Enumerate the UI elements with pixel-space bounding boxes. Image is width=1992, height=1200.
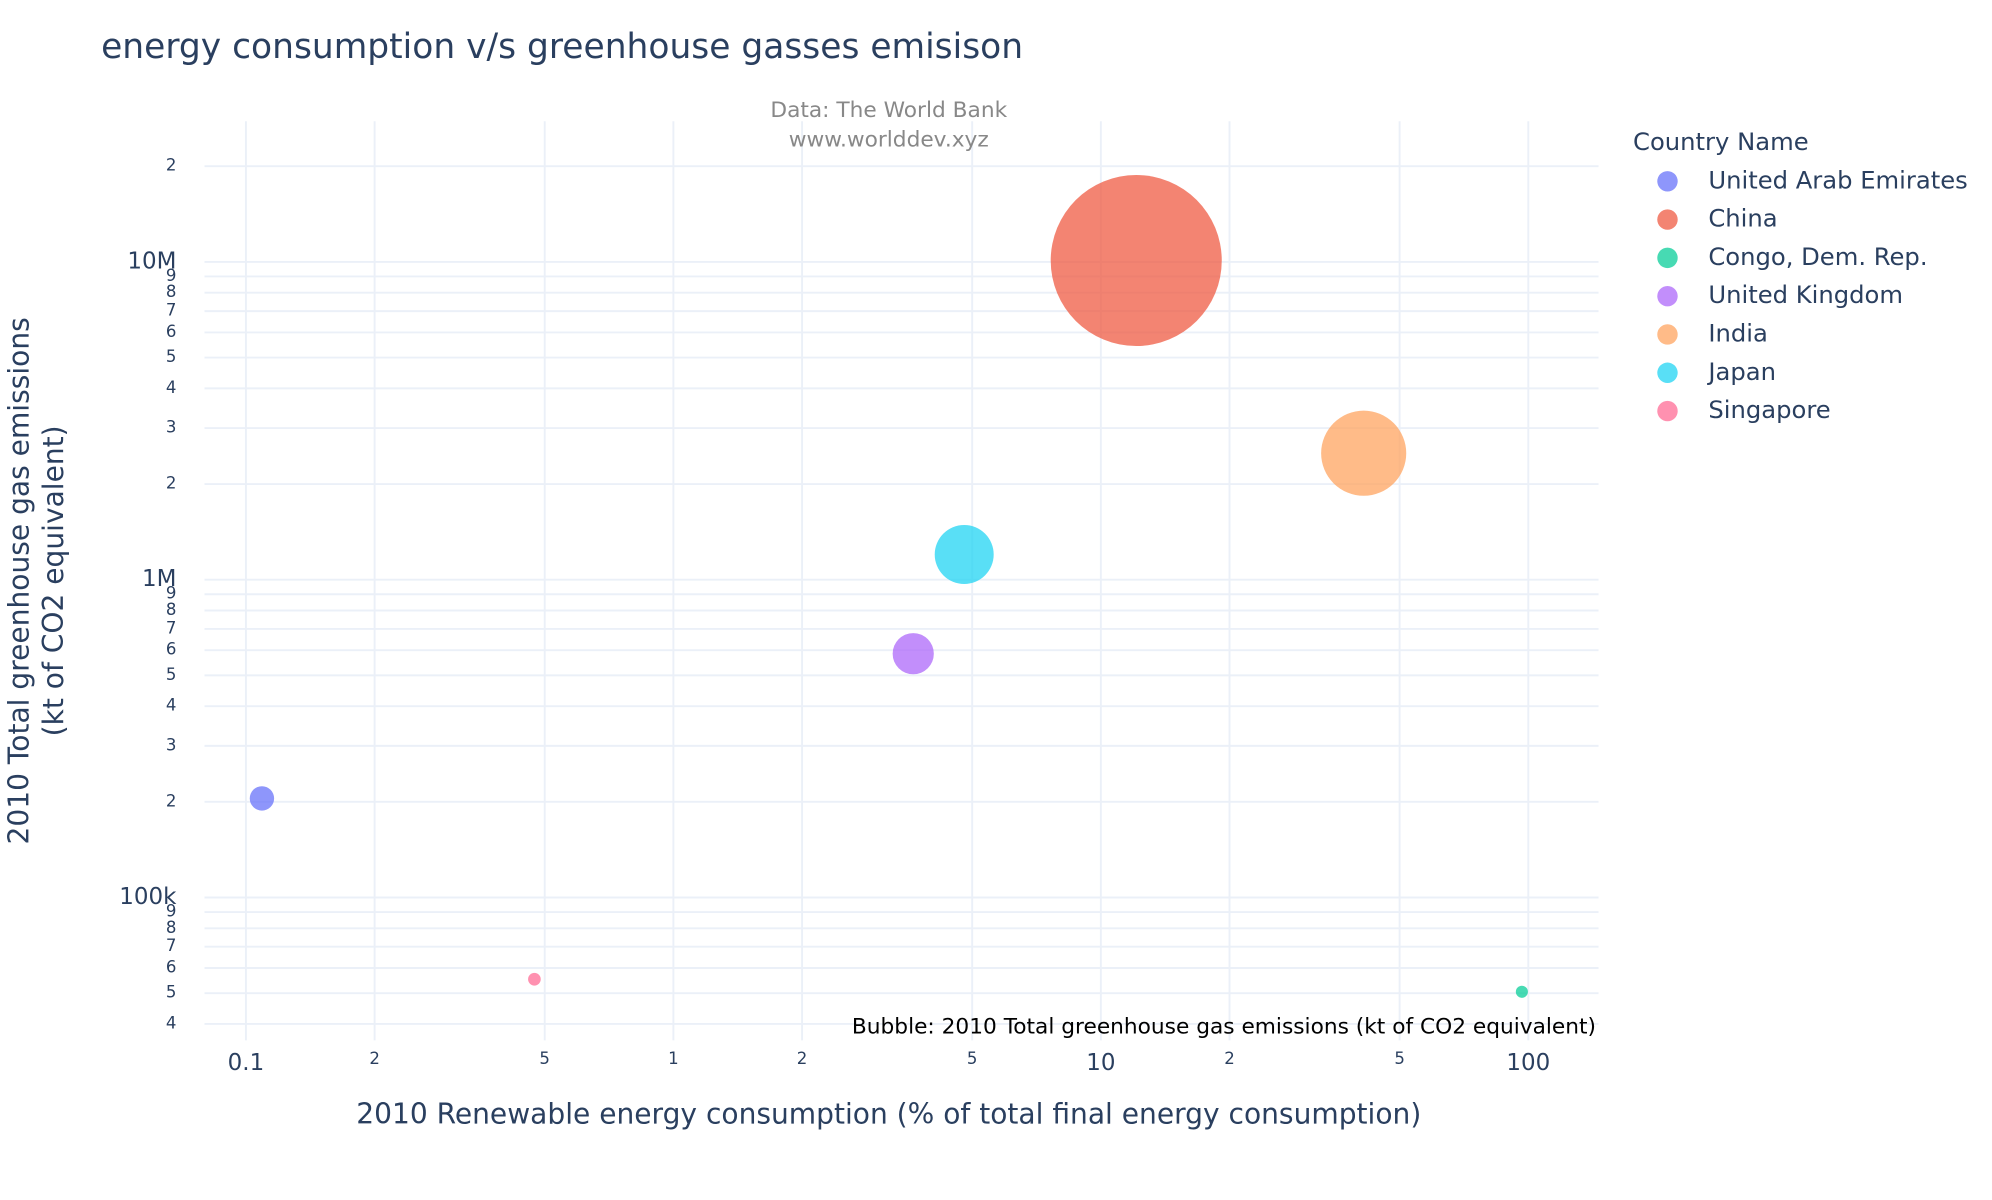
x-tick-label: 5: [539, 1049, 550, 1068]
y-tick-label: 5: [166, 665, 177, 684]
legend-label: Singapore: [1708, 395, 1830, 424]
y-tick-label: 8: [166, 918, 177, 937]
legend-marker: [1657, 247, 1678, 269]
legend-label: United Arab Emirates: [1708, 165, 1967, 194]
bubble: [1050, 174, 1222, 347]
bubble: [1321, 410, 1407, 496]
y-tick-label: 2: [166, 156, 177, 175]
legend-marker: [1657, 400, 1678, 422]
x-tick-label: 5: [1394, 1049, 1405, 1068]
y-tick-label: 6: [166, 640, 177, 659]
legend: United Arab Emirates China Congo, Dem. Rep…: [1657, 165, 1968, 424]
y-tick-label: 7: [166, 301, 177, 320]
x-tick-label: 1: [668, 1049, 679, 1068]
y-tick-label: 1M: [142, 566, 176, 592]
legend-marker: [1657, 209, 1678, 230]
x-tick-label: 5: [967, 1049, 978, 1068]
legend-label: Japan: [1706, 357, 1776, 386]
legend-marker: [1657, 171, 1678, 192]
y-tick-label: 7: [166, 936, 177, 955]
y-tick-label: 3: [166, 418, 177, 437]
y-tick-label: 4: [166, 696, 177, 715]
x-tick-label: 10: [1086, 1050, 1115, 1076]
y-tick-label: 9: [166, 266, 177, 285]
y-tick-label: 2: [166, 474, 177, 493]
y-tick-label: 4: [166, 378, 177, 397]
x-tick-label: 2: [797, 1049, 808, 1068]
x-tick-label: 0.1: [228, 1050, 265, 1076]
subtitle: www.worlddev.xyz: [789, 127, 989, 152]
legend-label: China: [1708, 204, 1777, 233]
y-tick-label: 7: [166, 618, 177, 637]
bubble: [1515, 985, 1528, 998]
legend-label: India: [1708, 318, 1768, 347]
y-tick-label: 9: [166, 902, 177, 921]
y-tick-label: 4: [166, 1013, 177, 1032]
bubble: [892, 633, 934, 675]
y-tick-label: 9: [166, 584, 177, 603]
y-tick-label: 8: [166, 282, 177, 301]
x-tick-label: 100: [1506, 1050, 1550, 1076]
y-tick-label: 2: [166, 791, 177, 810]
legend-marker: [1657, 285, 1678, 307]
legend-marker: [1657, 324, 1678, 345]
y-tick-label: 6: [166, 322, 177, 341]
y-tick-label: 3: [166, 735, 177, 754]
y-tick-label: 5: [166, 347, 177, 366]
x-tick-label: 2: [369, 1049, 380, 1068]
subtitle: Data: The World Bank: [770, 98, 1007, 123]
grid: [204, 121, 1599, 1041]
y-axis-title: (kt of CO2 equivalent): [37, 425, 70, 736]
bubbles: [249, 174, 1528, 998]
bubble: [934, 525, 994, 585]
x-axis-title: 2010 Renewable energy consumption (% of …: [356, 1098, 1421, 1131]
legend-title: Country Name: [1633, 127, 1809, 156]
y-tick-label: 6: [166, 957, 177, 976]
y-tick-label: 10M: [127, 248, 176, 274]
bubble-note: Bubble: 2010 Total greenhouse gas emissi…: [852, 1015, 1596, 1040]
bubble: [249, 786, 275, 811]
legend-label: United Kingdom: [1708, 280, 1903, 309]
chart-title: energy consumption v/s greenhouse gasses…: [101, 27, 1023, 67]
x-tick-label: 2: [1224, 1049, 1235, 1068]
y-tick-label: 5: [166, 983, 177, 1002]
y-tick-label: 8: [166, 600, 177, 619]
bubble: [528, 972, 541, 986]
legend-marker: [1657, 362, 1678, 383]
y-axis-title: 2010 Total greenhouse gas emissions: [3, 317, 36, 844]
y-tick-label: 100k: [119, 884, 177, 910]
legend-label: Congo, Dem. Rep.: [1708, 242, 1927, 271]
